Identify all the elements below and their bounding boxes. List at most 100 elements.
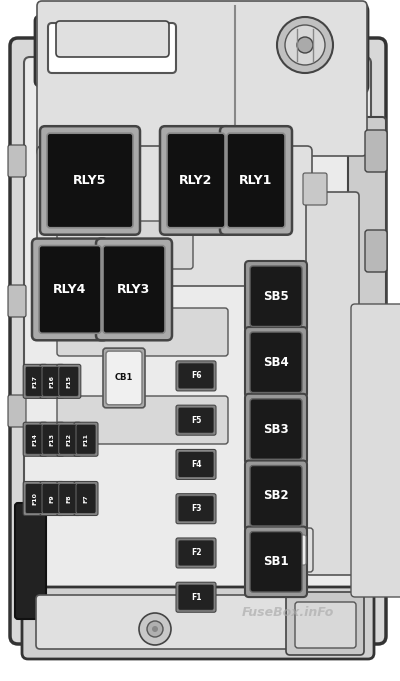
FancyBboxPatch shape bbox=[250, 399, 302, 459]
FancyBboxPatch shape bbox=[76, 424, 96, 454]
FancyBboxPatch shape bbox=[365, 130, 387, 172]
FancyBboxPatch shape bbox=[39, 246, 101, 333]
FancyBboxPatch shape bbox=[160, 126, 232, 235]
FancyBboxPatch shape bbox=[57, 422, 81, 456]
FancyBboxPatch shape bbox=[23, 481, 47, 516]
Circle shape bbox=[152, 626, 158, 632]
Text: F6: F6 bbox=[191, 371, 201, 381]
FancyBboxPatch shape bbox=[57, 364, 81, 398]
FancyBboxPatch shape bbox=[59, 484, 79, 513]
FancyBboxPatch shape bbox=[42, 366, 62, 396]
Text: F15: F15 bbox=[66, 375, 71, 388]
FancyBboxPatch shape bbox=[250, 532, 302, 592]
FancyBboxPatch shape bbox=[303, 173, 327, 205]
Circle shape bbox=[297, 37, 313, 53]
FancyBboxPatch shape bbox=[76, 484, 96, 513]
Text: F13: F13 bbox=[50, 432, 54, 446]
Text: SB5: SB5 bbox=[263, 289, 289, 303]
FancyBboxPatch shape bbox=[42, 424, 62, 454]
FancyBboxPatch shape bbox=[8, 395, 26, 427]
FancyBboxPatch shape bbox=[237, 3, 368, 94]
FancyBboxPatch shape bbox=[178, 452, 214, 477]
FancyBboxPatch shape bbox=[37, 146, 312, 286]
FancyBboxPatch shape bbox=[57, 308, 228, 356]
Text: F14: F14 bbox=[33, 432, 38, 446]
FancyBboxPatch shape bbox=[57, 481, 81, 516]
Text: F2: F2 bbox=[191, 548, 201, 558]
FancyBboxPatch shape bbox=[59, 366, 79, 396]
FancyBboxPatch shape bbox=[22, 587, 374, 659]
FancyBboxPatch shape bbox=[23, 422, 47, 456]
FancyBboxPatch shape bbox=[40, 364, 64, 398]
FancyBboxPatch shape bbox=[8, 285, 26, 317]
FancyBboxPatch shape bbox=[36, 595, 359, 649]
FancyBboxPatch shape bbox=[270, 535, 306, 565]
FancyBboxPatch shape bbox=[57, 221, 193, 269]
Text: F9: F9 bbox=[50, 494, 54, 503]
FancyBboxPatch shape bbox=[178, 584, 214, 610]
FancyBboxPatch shape bbox=[103, 348, 145, 408]
FancyBboxPatch shape bbox=[40, 481, 64, 516]
FancyBboxPatch shape bbox=[245, 526, 307, 597]
FancyBboxPatch shape bbox=[176, 582, 216, 612]
Text: F12: F12 bbox=[66, 432, 71, 446]
FancyBboxPatch shape bbox=[25, 366, 45, 396]
FancyBboxPatch shape bbox=[35, 16, 190, 86]
FancyBboxPatch shape bbox=[245, 261, 307, 332]
FancyBboxPatch shape bbox=[178, 363, 214, 389]
FancyBboxPatch shape bbox=[8, 145, 26, 177]
Text: F17: F17 bbox=[33, 375, 38, 388]
FancyBboxPatch shape bbox=[42, 484, 62, 513]
FancyBboxPatch shape bbox=[48, 23, 176, 73]
FancyBboxPatch shape bbox=[176, 494, 216, 524]
Text: SB1: SB1 bbox=[263, 555, 289, 569]
FancyBboxPatch shape bbox=[178, 496, 214, 522]
FancyBboxPatch shape bbox=[103, 246, 165, 333]
Text: F10: F10 bbox=[33, 492, 38, 505]
FancyBboxPatch shape bbox=[176, 538, 216, 568]
FancyBboxPatch shape bbox=[250, 332, 302, 392]
FancyBboxPatch shape bbox=[40, 126, 140, 235]
FancyBboxPatch shape bbox=[74, 422, 98, 456]
Text: F7: F7 bbox=[84, 494, 88, 503]
Text: F11: F11 bbox=[84, 432, 88, 446]
Text: F5: F5 bbox=[191, 415, 201, 425]
FancyBboxPatch shape bbox=[262, 528, 313, 572]
FancyBboxPatch shape bbox=[47, 133, 133, 227]
Text: SB3: SB3 bbox=[263, 422, 289, 436]
Text: RLY2: RLY2 bbox=[179, 174, 213, 187]
FancyBboxPatch shape bbox=[25, 484, 45, 513]
FancyBboxPatch shape bbox=[25, 424, 45, 454]
FancyBboxPatch shape bbox=[176, 361, 216, 391]
FancyBboxPatch shape bbox=[178, 540, 214, 566]
FancyBboxPatch shape bbox=[365, 410, 387, 452]
FancyBboxPatch shape bbox=[351, 304, 400, 597]
FancyBboxPatch shape bbox=[348, 117, 386, 485]
FancyBboxPatch shape bbox=[245, 460, 307, 531]
FancyBboxPatch shape bbox=[176, 449, 216, 479]
FancyBboxPatch shape bbox=[250, 266, 302, 326]
FancyBboxPatch shape bbox=[286, 592, 364, 655]
Text: F1: F1 bbox=[191, 592, 201, 602]
FancyBboxPatch shape bbox=[295, 602, 356, 648]
FancyBboxPatch shape bbox=[192, 38, 233, 66]
FancyBboxPatch shape bbox=[245, 394, 307, 464]
FancyBboxPatch shape bbox=[56, 21, 169, 57]
Text: CB1: CB1 bbox=[115, 373, 133, 383]
FancyBboxPatch shape bbox=[57, 396, 228, 444]
FancyBboxPatch shape bbox=[245, 327, 307, 398]
FancyBboxPatch shape bbox=[365, 230, 387, 272]
FancyBboxPatch shape bbox=[32, 238, 108, 340]
FancyBboxPatch shape bbox=[167, 133, 225, 227]
FancyBboxPatch shape bbox=[220, 126, 292, 235]
FancyBboxPatch shape bbox=[23, 364, 47, 398]
FancyBboxPatch shape bbox=[24, 57, 371, 629]
FancyBboxPatch shape bbox=[37, 1, 367, 156]
Text: SB4: SB4 bbox=[263, 355, 289, 369]
FancyBboxPatch shape bbox=[59, 424, 79, 454]
FancyBboxPatch shape bbox=[40, 422, 64, 456]
Text: RLY3: RLY3 bbox=[117, 283, 151, 296]
FancyBboxPatch shape bbox=[74, 481, 98, 516]
Text: F3: F3 bbox=[191, 504, 201, 513]
Circle shape bbox=[147, 621, 163, 637]
